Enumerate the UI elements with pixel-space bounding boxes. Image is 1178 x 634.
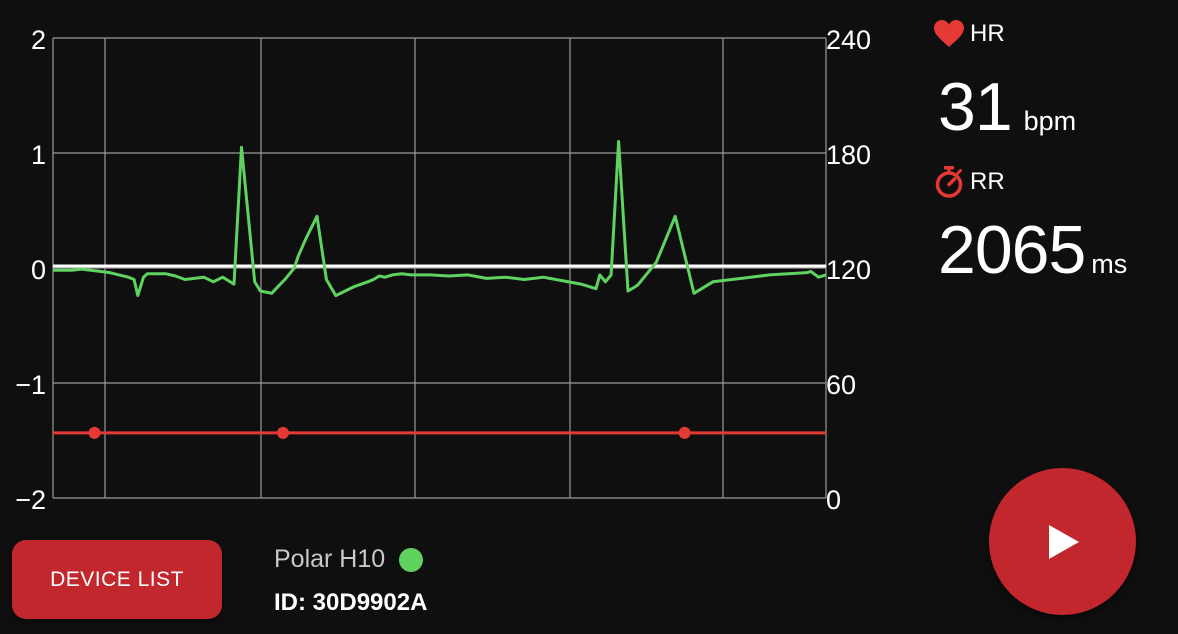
hr-label: HR [934,20,1005,48]
device-id: ID: 30D9902A [274,589,427,617]
y-right-tick-label: 0 [826,485,841,515]
hr-unit: bpm [1024,106,1077,137]
y-right-tick-label: 60 [826,370,856,400]
rr-value: 2065 ms [938,216,1127,284]
y-left-tick-label: −2 [15,485,46,515]
y-right-tick-label: 240 [826,25,871,55]
hr-number: 31 [938,73,1012,141]
device-list-button[interactable]: DEVICE LIST [12,540,222,619]
rr-label-text: RR [970,168,1005,196]
rr-series-point [277,427,289,439]
rr-unit: ms [1091,249,1127,280]
rr-number: 2065 [938,216,1085,284]
y-right-tick-label: 180 [826,140,871,170]
device-name: Polar H10 [274,545,385,574]
stopwatch-icon [934,166,964,198]
y-right-tick-label: 120 [826,255,871,285]
rr-series-point [88,427,100,439]
y-left-tick-label: 1 [31,140,46,170]
hr-value: 31 bpm [938,73,1076,141]
y-left-tick-label: 2 [31,25,46,55]
play-icon [1045,523,1081,561]
y-left-tick-label: 0 [31,255,46,285]
hr-label-text: HR [970,20,1005,48]
y-left-tick-label: −1 [15,370,46,400]
rr-series-point [679,427,691,439]
heart-icon [934,20,964,48]
rr-label: RR [934,166,1005,198]
ecg-series-line [53,142,826,296]
connection-status-dot [399,548,423,572]
device-name-row: Polar H10 [274,545,423,574]
play-button[interactable] [989,468,1136,615]
